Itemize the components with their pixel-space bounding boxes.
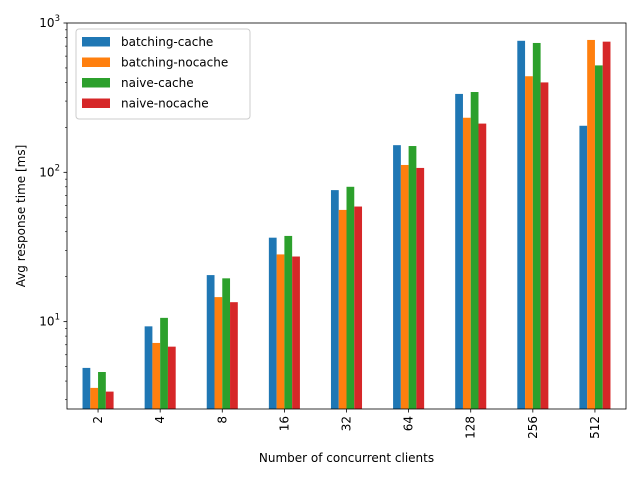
bar — [462, 117, 471, 409]
legend-swatch — [82, 98, 110, 108]
x-axis-ticks: 2 4 8 16 32 64 128 256 512 — [91, 409, 602, 439]
x-tick-label: 4 — [153, 416, 167, 424]
legend-label: batching-cache — [121, 35, 213, 49]
bar — [354, 206, 363, 409]
bar — [144, 326, 153, 409]
legend-label: naive-nocache — [121, 97, 209, 111]
legend-box — [75, 28, 251, 120]
x-tick-label: 8 — [215, 416, 229, 424]
x-tick-label: 512 — [588, 416, 602, 439]
y-tick-label: 102 — [39, 163, 60, 179]
legend-swatch — [82, 57, 110, 67]
plot-frame — [66, 22, 627, 410]
bar — [105, 391, 114, 409]
bar — [532, 42, 541, 409]
bar — [268, 237, 277, 409]
bar — [214, 297, 223, 409]
y-axis-label: Avg response time [ms] — [14, 145, 28, 288]
bar — [416, 167, 425, 409]
legend-swatch — [82, 78, 110, 88]
bar — [167, 346, 176, 409]
legend: batching-cache batching-nocache naive-cach… — [75, 28, 251, 120]
bar — [346, 186, 355, 409]
bar — [98, 372, 106, 409]
x-tick-label: 128 — [464, 416, 478, 439]
bar — [579, 125, 588, 409]
y-tick-label: 101 — [39, 313, 60, 329]
bar — [540, 82, 549, 409]
bar — [230, 302, 238, 409]
x-tick-label: 256 — [526, 416, 540, 439]
bar — [594, 65, 603, 409]
x-tick-label: 16 — [277, 416, 291, 431]
legend-swatch — [82, 37, 110, 47]
y-axis-ticks: 101 102 103 — [39, 14, 67, 401]
bar — [276, 254, 285, 409]
bars-layer — [82, 39, 611, 409]
bar — [587, 39, 595, 409]
bar — [206, 275, 215, 409]
x-tick-label: 64 — [402, 416, 416, 431]
x-tick-label: 2 — [91, 416, 105, 424]
bar — [470, 92, 479, 409]
legend-label: batching-nocache — [121, 56, 228, 70]
x-tick-label: 32 — [340, 416, 354, 431]
bar — [602, 41, 611, 409]
bar — [338, 209, 347, 409]
bar — [400, 164, 409, 409]
bar — [152, 342, 161, 409]
x-axis-label: Number of concurrent clients — [259, 451, 434, 465]
bar — [292, 256, 300, 409]
bar — [222, 278, 231, 409]
bar — [160, 317, 168, 409]
bar — [455, 93, 463, 409]
y-tick-label: 103 — [39, 14, 60, 30]
legend-label: naive-cache — [121, 76, 194, 90]
bar — [478, 123, 487, 409]
bar — [284, 235, 293, 409]
bar — [90, 387, 99, 409]
bar — [82, 367, 91, 409]
bar — [517, 40, 526, 409]
bar — [525, 76, 533, 409]
bar — [393, 145, 401, 409]
bar — [408, 146, 417, 409]
bar — [330, 190, 339, 409]
